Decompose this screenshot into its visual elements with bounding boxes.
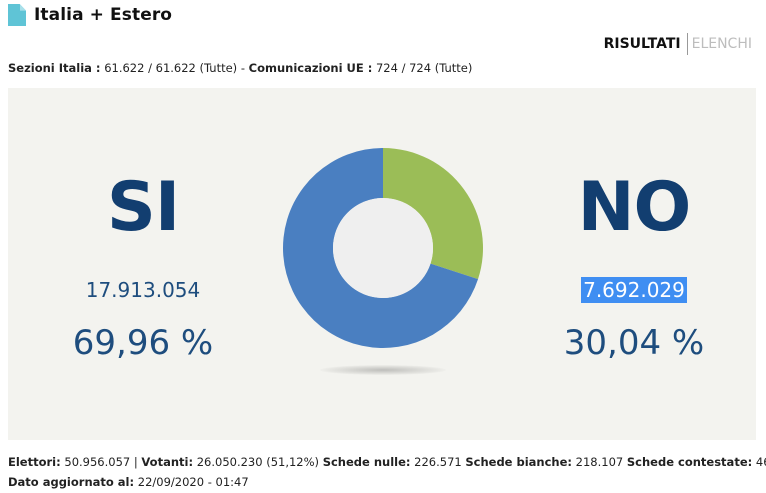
donut-slice-no [383,148,483,280]
si-percent: 69,96 % [72,323,214,363]
document-icon [8,4,26,26]
comunicazioni-ue-label: Comunicazioni UE : [248,61,373,75]
donut-slice-si [283,148,479,348]
results-donut-chart [278,143,488,383]
schede-contestate-value: 469 | [755,455,766,469]
sezioni-italia-label: Sezioni Italia : [8,61,101,75]
elettori-value: 50.956.057 | [64,455,138,469]
tab-elenchi[interactable]: ELENCHI [691,36,752,52]
sezioni-info: Sezioni Italia : 61.622 / 61.622 (Tutte)… [8,61,472,75]
schede-nulle-label: Schede nulle: [322,455,411,469]
no-percent: 30,04 % [563,323,705,363]
aggiornato-label: Dato aggiornato al: [8,475,135,489]
si-label: SI [106,168,180,247]
sezioni-separator: - [240,61,245,75]
page-header: Italia + Estero [8,4,172,26]
view-tabs: RISULTATI ELENCHI [604,33,752,55]
votanti-value: 26.050.230 (51,12%) [196,455,320,469]
donut-svg [283,148,483,348]
page-title: Italia + Estero [34,5,173,25]
tab-divider [686,33,688,55]
elettori-label: Elettori: [8,455,61,469]
schede-bianche-value: 218.107 [575,455,624,469]
comunicazioni-ue-value: 724 / 724 (Tutte) [375,61,473,75]
schede-contestate-label: Schede contestate: [626,455,753,469]
si-votes: 17.913.054 [85,278,201,302]
aggiornato-value: 22/09/2020 - 01:47 [137,475,249,489]
votanti-label: Votanti: [141,455,194,469]
schede-nulle-value: 226.571 [414,455,462,469]
no-votes: 7.692.029 [529,277,739,303]
donut-hole [333,198,433,298]
no-votes-value[interactable]: 7.692.029 [581,277,687,303]
footer-line-2: Dato aggiornato al: 22/09/2020 - 01:47 [8,472,766,492]
sezioni-italia-value: 61.622 / 61.622 (Tutte) [104,61,238,75]
results-panel: SI 17.913.054 69,96 % NO 7.692.029 30,04… [8,88,756,440]
donut-shadow [320,365,446,375]
footer-line-1: Elettori: 50.956.057 | Votanti: 26.050.2… [8,452,766,472]
no-label: NO [577,168,692,247]
tab-risultati[interactable]: RISULTATI [603,36,681,52]
footer-stats: Elettori: 50.956.057 | Votanti: 26.050.2… [8,452,766,492]
schede-bianche-label: Schede bianche: [465,455,573,469]
